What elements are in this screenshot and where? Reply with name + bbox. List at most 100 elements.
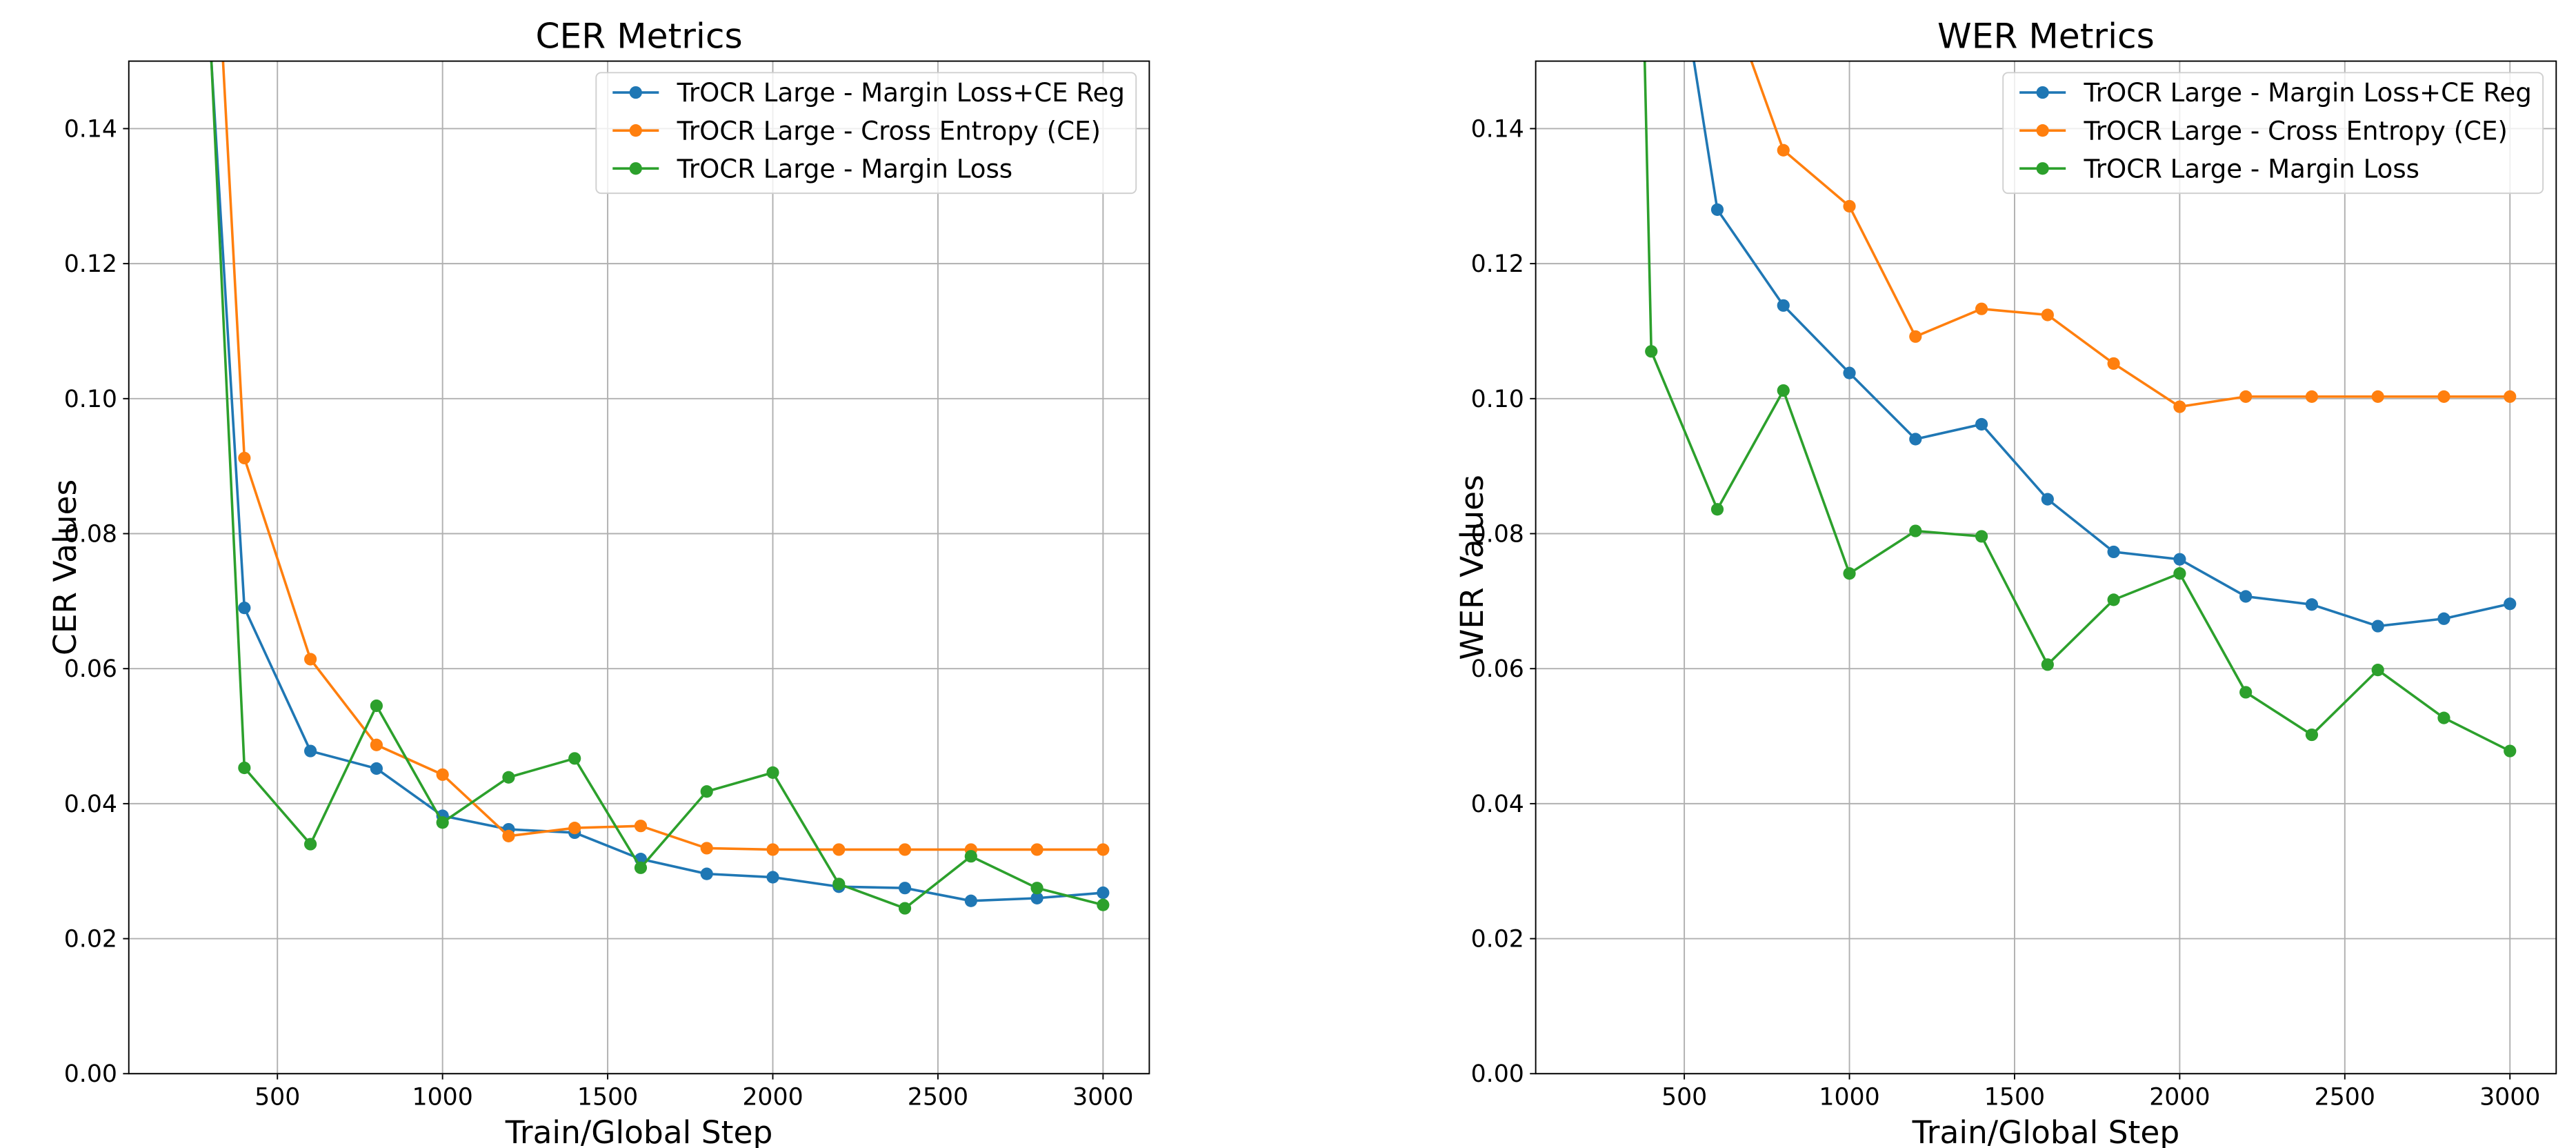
plot-area	[1643, 61, 2517, 758]
data-point	[2107, 545, 2120, 559]
data-point	[1975, 417, 1988, 431]
data-point	[2173, 567, 2186, 580]
legend-label: TrOCR Large - Margin Loss+CE Reg	[677, 78, 1125, 108]
axes-frame	[1535, 60, 2557, 1075]
y-axis-label: CER Values	[47, 479, 83, 655]
legend-label: TrOCR Large - Cross Entropy (CE)	[2084, 116, 2508, 146]
data-point	[370, 699, 383, 713]
legend-marker	[629, 86, 642, 99]
data-point	[700, 842, 713, 855]
data-point	[304, 653, 317, 666]
data-point	[964, 894, 977, 907]
data-point	[1777, 384, 1790, 397]
data-point	[766, 871, 779, 884]
chart-title: WER Metrics	[1937, 15, 2155, 56]
data-point	[370, 738, 383, 751]
x-tick-label: 1000	[412, 1084, 472, 1111]
data-point	[2041, 493, 2054, 506]
data-point	[2437, 612, 2450, 625]
data-point	[2504, 390, 2517, 403]
data-point	[304, 838, 317, 851]
y-tick-label: 0.08	[1471, 520, 1524, 548]
legend-box	[2002, 72, 2544, 195]
legend-box	[595, 72, 1137, 195]
data-point	[304, 744, 317, 758]
chart-title: CER Metrics	[535, 15, 742, 56]
data-point	[1097, 843, 1110, 856]
data-point	[1843, 567, 1856, 580]
y-tick-label: 0.14	[1471, 115, 1524, 143]
y-tick-label: 0.04	[1471, 791, 1524, 818]
legend-label: TrOCR Large - Margin Loss+CE Reg	[2084, 78, 2532, 108]
data-point	[964, 850, 977, 863]
y-tick-label: 0.06	[64, 655, 117, 683]
legend-marker	[629, 162, 642, 175]
data-point	[898, 882, 912, 895]
data-point	[1909, 433, 1922, 446]
legend-marker	[2036, 162, 2049, 175]
data-point	[2239, 390, 2253, 403]
data-point	[2239, 686, 2253, 699]
data-point	[1710, 203, 1724, 216]
y-axis-label: WER Values	[1454, 475, 1490, 660]
data-point	[2107, 593, 2120, 606]
data-point	[1710, 503, 1724, 516]
y-tick-label: 0.10	[1471, 386, 1524, 413]
y-tick-label: 0.06	[1471, 655, 1524, 683]
data-point	[1030, 843, 1044, 856]
y-tick-label: 0.00	[64, 1060, 117, 1088]
data-point	[1097, 886, 1110, 900]
data-point	[1777, 144, 1790, 157]
axes-frame	[128, 60, 1150, 1075]
legend-marker	[2036, 86, 2049, 99]
data-point	[1843, 366, 1856, 379]
data-point	[1843, 199, 1856, 213]
data-point	[2437, 390, 2450, 403]
data-point	[2371, 620, 2384, 633]
data-point	[2305, 390, 2319, 403]
data-point	[1777, 299, 1790, 312]
data-point	[2107, 357, 2120, 370]
data-point	[1645, 345, 1658, 358]
data-point	[2041, 658, 2054, 671]
legend-label: TrOCR Large - Margin Loss	[677, 154, 1013, 184]
data-point	[634, 861, 648, 874]
x-tick-label: 2000	[742, 1084, 803, 1111]
y-tick-label: 0.00	[1471, 1060, 1524, 1088]
y-tick-label: 0.12	[64, 250, 117, 278]
data-point	[2504, 744, 2517, 758]
data-point	[2305, 728, 2319, 742]
data-point	[436, 768, 449, 781]
data-point	[1030, 891, 1044, 904]
legend-marker	[629, 124, 642, 137]
x-axis-label: Train/Global Step	[505, 1114, 773, 1148]
y-tick-label: 0.10	[64, 386, 117, 413]
legend: TrOCR Large - Margin Loss+CE Reg TrOCR La…	[595, 72, 1137, 195]
x-tick-label: 2500	[908, 1084, 968, 1111]
data-point	[1909, 524, 1922, 537]
data-point	[2305, 598, 2319, 611]
data-point	[766, 843, 779, 856]
plot-area	[210, 61, 1110, 915]
data-point	[1975, 530, 1988, 543]
y-tick-label: 0.04	[64, 791, 117, 818]
data-point	[2504, 597, 2517, 611]
x-tick-label: 2500	[2315, 1084, 2375, 1111]
legend-label: TrOCR Large - Margin Loss	[2084, 154, 2420, 184]
data-point	[700, 867, 713, 880]
x-tick-label: 500	[1661, 1084, 1707, 1111]
data-point	[2437, 711, 2450, 724]
data-point	[2371, 664, 2384, 677]
data-point	[1030, 882, 1044, 895]
data-point	[2041, 308, 2054, 321]
data-point	[238, 451, 251, 465]
data-point	[370, 762, 383, 775]
data-point	[502, 829, 515, 842]
data-point	[766, 766, 779, 779]
data-point	[502, 771, 515, 784]
data-point	[1909, 330, 1922, 343]
data-point	[568, 822, 581, 835]
data-point	[634, 820, 648, 833]
data-point	[2239, 590, 2253, 603]
legend-marker	[2036, 124, 2049, 137]
